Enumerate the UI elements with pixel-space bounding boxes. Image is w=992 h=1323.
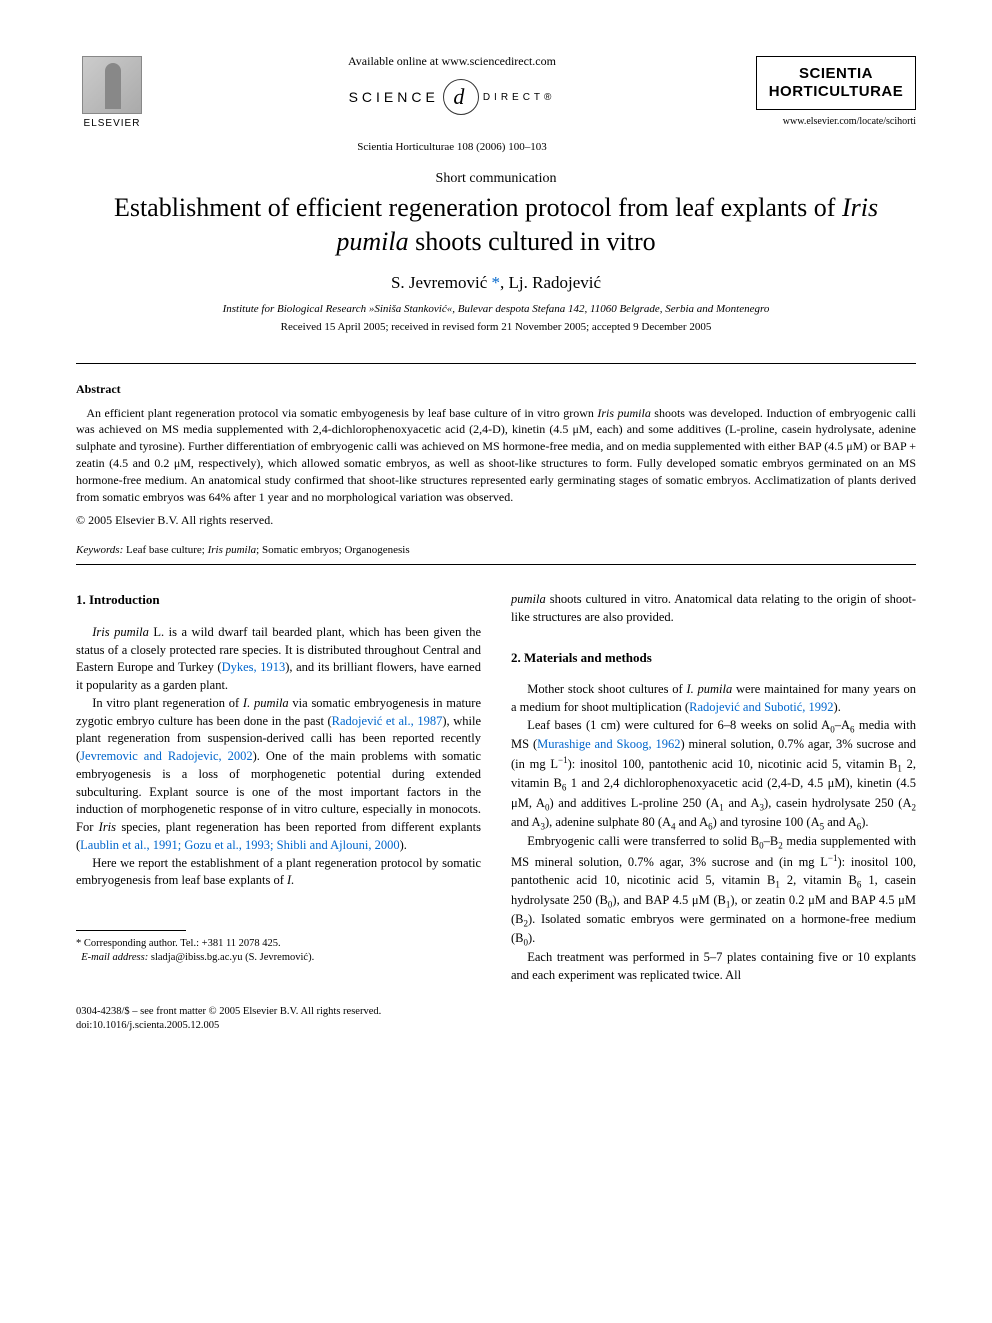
elsevier-label: ELSEVIER xyxy=(84,118,141,129)
corresponding-footnote: * Corresponding author. Tel.: +381 11 20… xyxy=(76,937,481,965)
footnote-separator xyxy=(76,930,186,931)
corr-email-line: E-mail address: sladja@ibiss.bg.ac.yu (S… xyxy=(76,951,481,965)
ref-dykes[interactable]: Dykes, 1913 xyxy=(222,660,286,674)
sec1-para1: Iris pumila L. is a wild dwarf tail bear… xyxy=(76,624,481,695)
abstract-heading: Abstract xyxy=(76,382,916,397)
affiliation: Institute for Biological Research »Siniš… xyxy=(76,303,916,315)
journal-url: www.elsevier.com/locate/scihorti xyxy=(756,116,916,127)
body-columns: 1. Introduction Iris pumila L. is a wild… xyxy=(76,591,916,984)
sec1-para2: In vitro plant regeneration of I. pumila… xyxy=(76,695,481,855)
journal-name-line2: HORTICULTURAE xyxy=(769,83,904,100)
corresponding-asterisk: * xyxy=(492,273,501,292)
divider-bottom xyxy=(76,564,916,565)
section-1-heading: 1. Introduction xyxy=(76,591,481,609)
keywords-label: Keywords: xyxy=(76,544,123,556)
doi-line: doi:10.1016/j.scienta.2005.12.005 xyxy=(76,1019,916,1033)
column-right: pumila shoots cultured in vitro. Anatomi… xyxy=(511,591,916,984)
elsevier-tree-icon xyxy=(82,56,142,114)
journal-name: SCIENTIA HORTICULTURAE xyxy=(756,56,916,110)
col2-continuation: pumila shoots cultured in vitro. Anatomi… xyxy=(511,591,916,627)
copyright-line: © 2005 Elsevier B.V. All rights reserved… xyxy=(76,513,916,528)
divider-top xyxy=(76,363,916,364)
ref-laublin-gozu-shibli[interactable]: Laublin et al., 1991; Gozu et al., 1993;… xyxy=(80,838,399,852)
front-matter-line: 0304-4238/$ – see front matter © 2005 El… xyxy=(76,1005,916,1019)
sec1-para3: Here we report the establishment of a pl… xyxy=(76,855,481,891)
sec2-para3: Embryogenic calli were transferred to so… xyxy=(511,833,916,949)
citation-line: Scientia Horticulturae 108 (2006) 100–10… xyxy=(148,141,756,153)
ref-jevremovic-2002[interactable]: Jevremovic and Radojevic, 2002 xyxy=(80,749,252,763)
authors: S. Jevremović *, Lj. Radojević xyxy=(76,273,916,293)
journal-name-line1: SCIENTIA xyxy=(799,65,873,82)
column-left: 1. Introduction Iris pumila L. is a wild… xyxy=(76,591,481,984)
available-online-text: Available online at www.sciencedirect.co… xyxy=(148,54,756,69)
keywords-text: Leaf base culture; Iris pumila; Somatic … xyxy=(123,544,409,556)
authors-text2: , Lj. Radojević xyxy=(500,273,601,292)
sciencedirect-logo: SCIENCE d DIRECT® xyxy=(349,79,556,115)
journal-box: SCIENTIA HORTICULTURAE www.elsevier.com/… xyxy=(756,56,916,127)
center-header: Available online at www.sciencedirect.co… xyxy=(148,46,756,153)
title-pre: Establishment of efficient regeneration … xyxy=(114,193,842,222)
elsevier-logo: ELSEVIER xyxy=(76,56,148,140)
ref-radojevic-1987[interactable]: Radojević et al., 1987 xyxy=(332,714,443,728)
sec2-para4: Each treatment was performed in 5–7 plat… xyxy=(511,949,916,985)
abstract-text: An efficient plant regeneration protocol… xyxy=(76,405,916,506)
article-type: Short communication xyxy=(76,171,916,187)
article-title: Establishment of efficient regeneration … xyxy=(76,191,916,259)
article-dates: Received 15 April 2005; received in revi… xyxy=(76,321,916,333)
sd-text-left: SCIENCE xyxy=(349,89,439,105)
footer-lines: 0304-4238/$ – see front matter © 2005 El… xyxy=(76,1005,916,1033)
corr-author-line: * Corresponding author. Tel.: +381 11 20… xyxy=(76,937,481,951)
section-2-heading: 2. Materials and methods xyxy=(511,649,916,667)
ref-murashige[interactable]: Murashige and Skoog, 1962 xyxy=(537,737,680,751)
keywords: Keywords: Leaf base culture; Iris pumila… xyxy=(76,544,916,556)
page-header: ELSEVIER Available online at www.science… xyxy=(76,46,916,153)
sec2-para2: Leaf bases (1 cm) were cultured for 6–8 … xyxy=(511,717,916,833)
sd-at-icon: d xyxy=(443,79,479,115)
authors-text: S. Jevremović xyxy=(391,273,487,292)
title-post: shoots cultured in vitro xyxy=(409,227,656,256)
ref-radojevic-1992[interactable]: Radojević and Subotić, 1992 xyxy=(689,700,833,714)
sd-text-right: DIRECT® xyxy=(483,92,556,103)
sec2-para1: Mother stock shoot cultures of I. pumila… xyxy=(511,681,916,717)
